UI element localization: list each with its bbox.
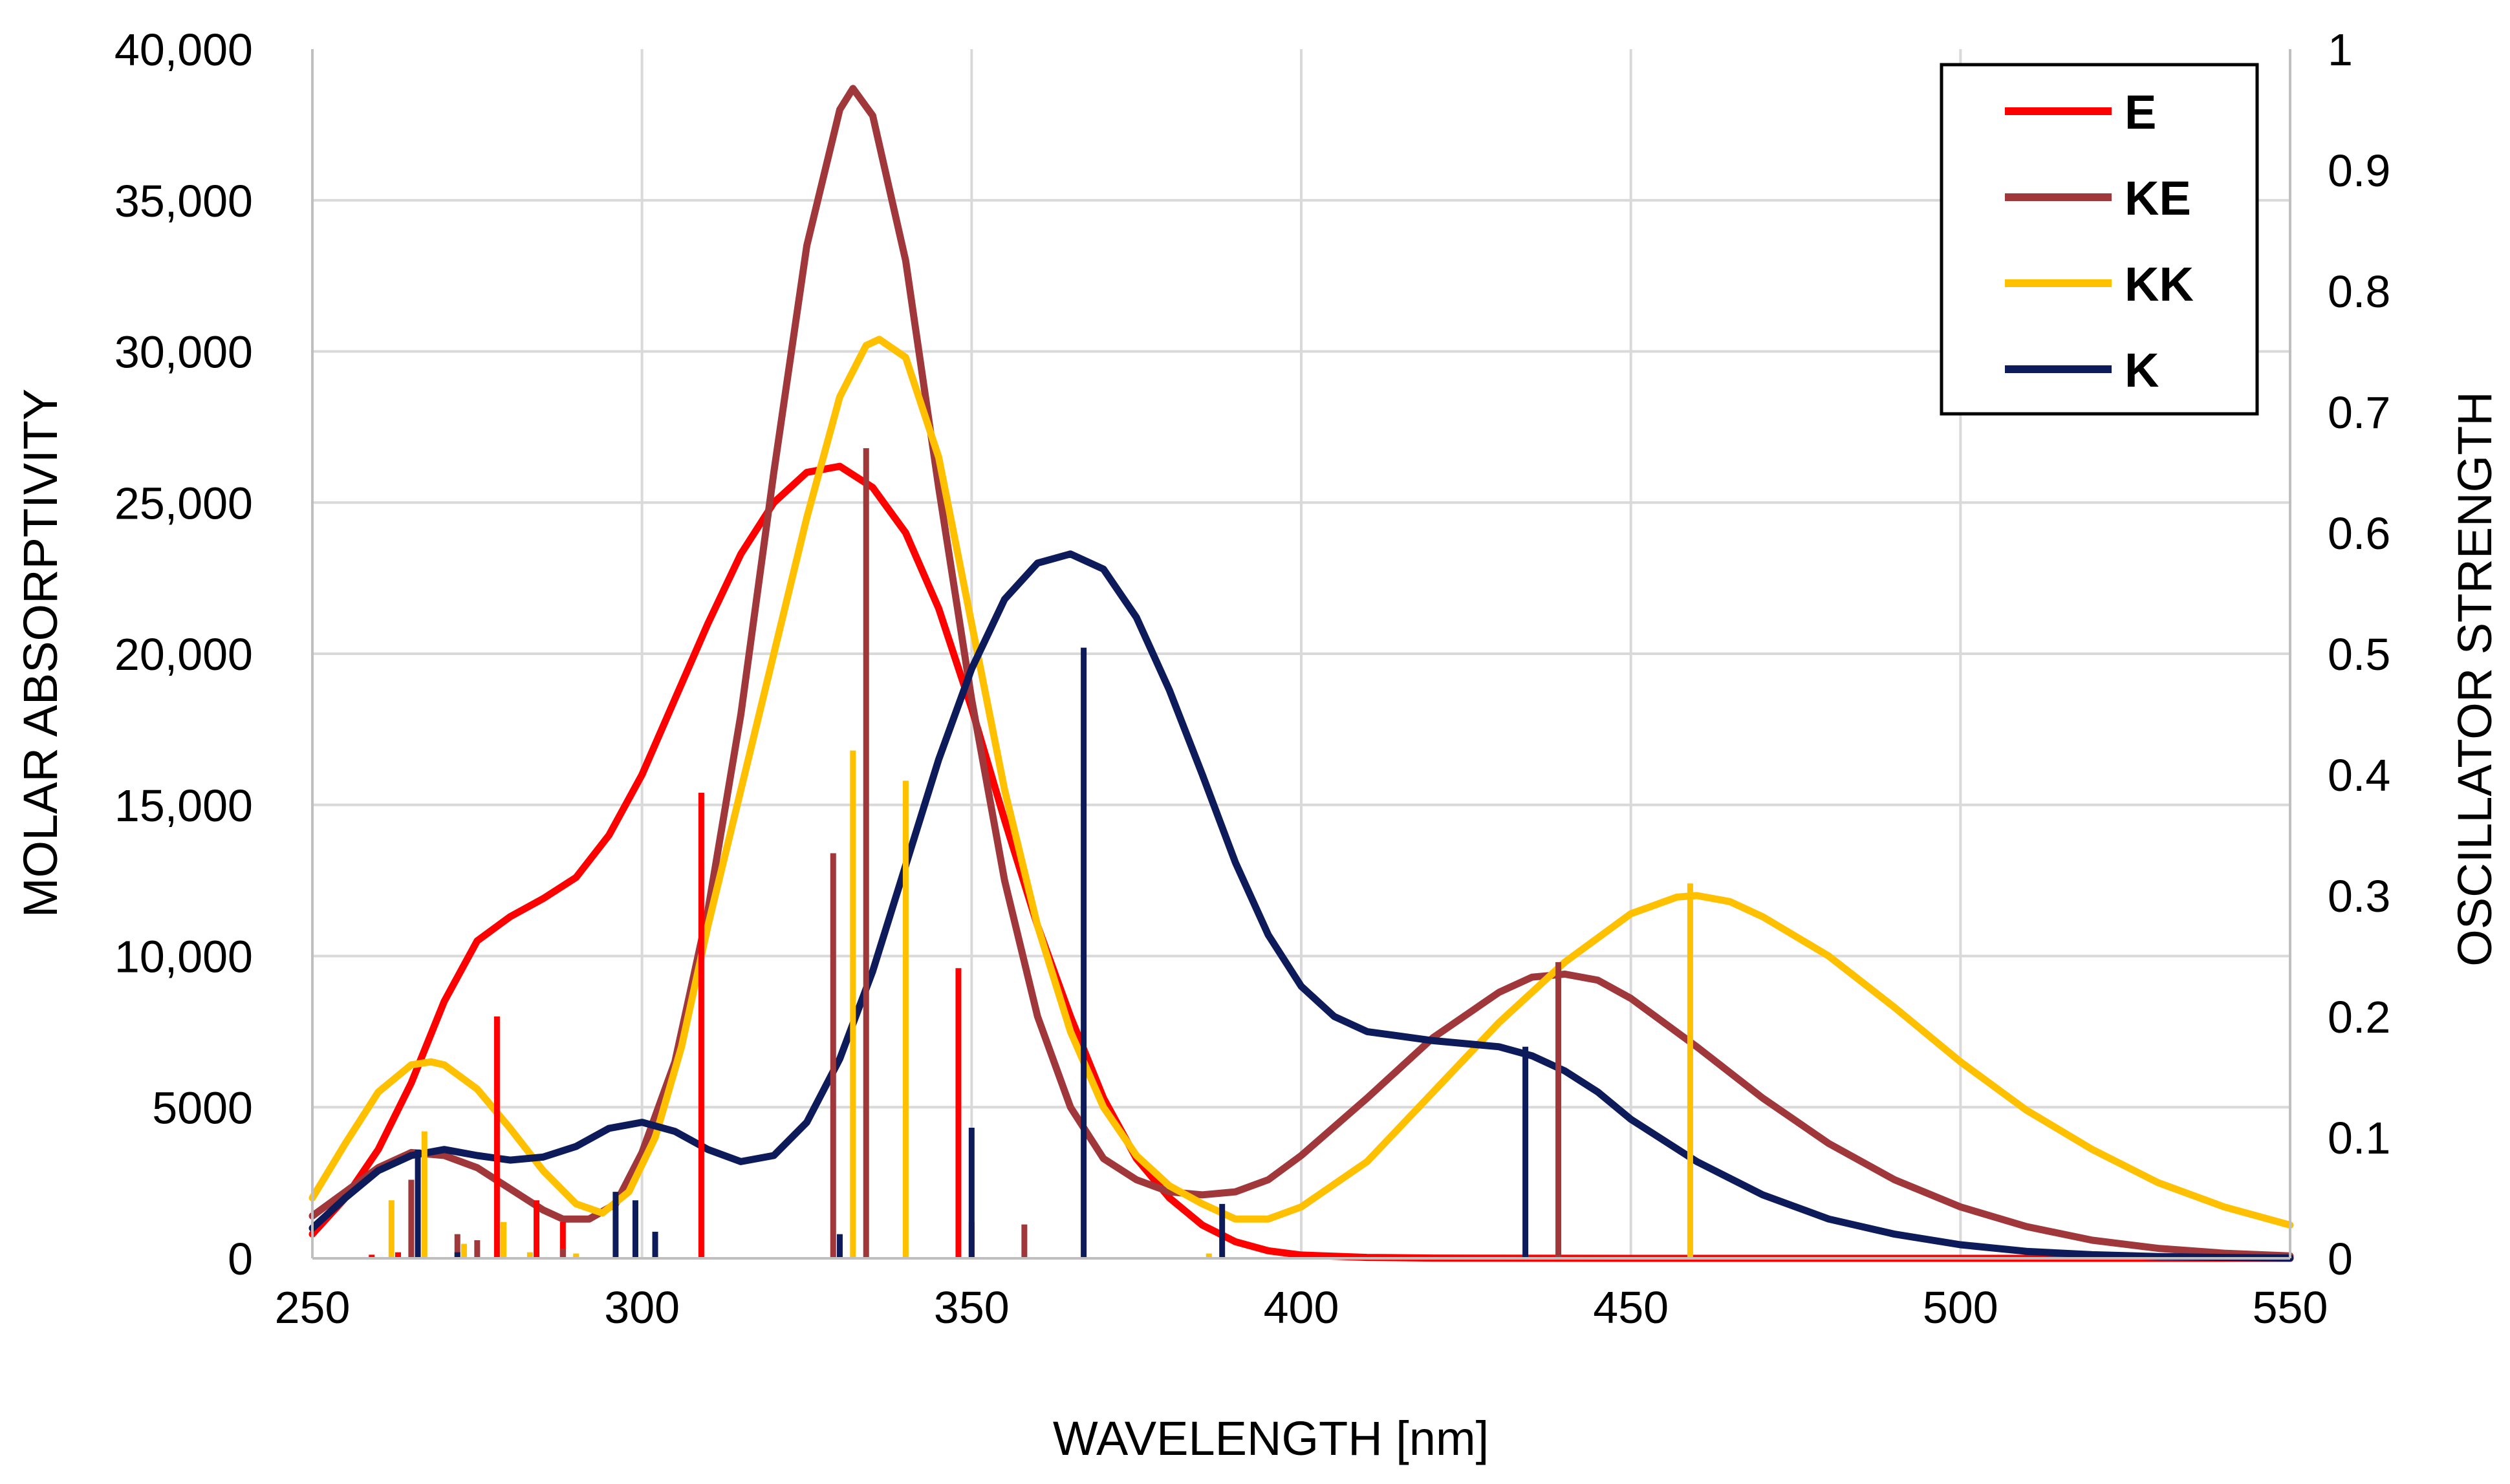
x-tick-label-0: 250	[275, 1282, 351, 1333]
y-tick-label-8: 40,000	[114, 25, 253, 75]
series-curve-KE	[308, 85, 2294, 1260]
x-tick-label-4: 450	[1593, 1282, 1669, 1333]
y-tick-label-4: 20,000	[114, 629, 253, 680]
y-tick-label-1: 5000	[152, 1082, 253, 1133]
y2-tick-label-5: 0.5	[2328, 629, 2390, 680]
series-curve-E	[308, 462, 2294, 1262]
y2-tick-label-10: 1	[2328, 25, 2353, 75]
legend-label-KE: KE	[2125, 171, 2191, 225]
x-tick-label-1: 300	[604, 1282, 680, 1333]
x-tick-labels: 250 300 350 400 450 500 550	[275, 1282, 2328, 1333]
y2-tick-labels: 0 0.1 0.2 0.3 0.4 0.5 0.6 0.7 0.8 0.9 1	[2328, 25, 2390, 1284]
x-tick-label-6: 550	[2253, 1282, 2328, 1333]
y2-tick-label-6: 0.6	[2328, 508, 2390, 559]
y2-tick-label-2: 0.2	[2328, 992, 2390, 1042]
y2-tick-label-8: 0.8	[2328, 266, 2390, 317]
x-tick-label-5: 500	[1923, 1282, 1998, 1333]
y2-tick-label-3: 0.3	[2328, 871, 2390, 921]
legend-box	[1940, 63, 2259, 416]
plot-frame	[311, 49, 2291, 1260]
y2-tick-label-9: 0.9	[2328, 145, 2390, 196]
y2-axis-title: OSCILLATOR STRENGTH	[2448, 391, 2502, 967]
y-tick-label-0: 0	[228, 1234, 253, 1284]
y-tick-label-7: 35,000	[114, 176, 253, 226]
oscillator-sticks	[369, 448, 1693, 1258]
y-tick-label-3: 15,000	[114, 780, 253, 831]
legend-label-E: E	[2125, 85, 2156, 139]
y2-tick-label-0: 0	[2328, 1234, 2353, 1284]
y-axis-title: MOLAR ABSORPTIVITY	[14, 389, 67, 918]
y2-tick-label-4: 0.4	[2328, 750, 2390, 801]
y-tick-label-5: 25,000	[114, 478, 253, 528]
series-curve-KK	[308, 336, 2294, 1229]
legend-label-KK: KK	[2125, 257, 2194, 311]
x-tick-label-2: 350	[934, 1282, 1010, 1333]
series-curve-K	[308, 550, 2294, 1262]
legend-label-K: K	[2125, 343, 2159, 397]
y-tick-label-2: 10,000	[114, 932, 253, 982]
x-tick-label-3: 400	[1264, 1282, 1339, 1333]
y2-tick-label-1: 0.1	[2328, 1113, 2390, 1163]
curves	[308, 85, 2294, 1262]
y2-tick-label-7: 0.7	[2328, 387, 2390, 438]
x-axis-title: WAVELENGTH [nm]	[1053, 1412, 1489, 1465]
y-tick-label-6: 30,000	[114, 327, 253, 378]
y-tick-labels: 0 5000 10,000 15,000 20,000 25,000 30,000 35,00…	[114, 25, 253, 1284]
